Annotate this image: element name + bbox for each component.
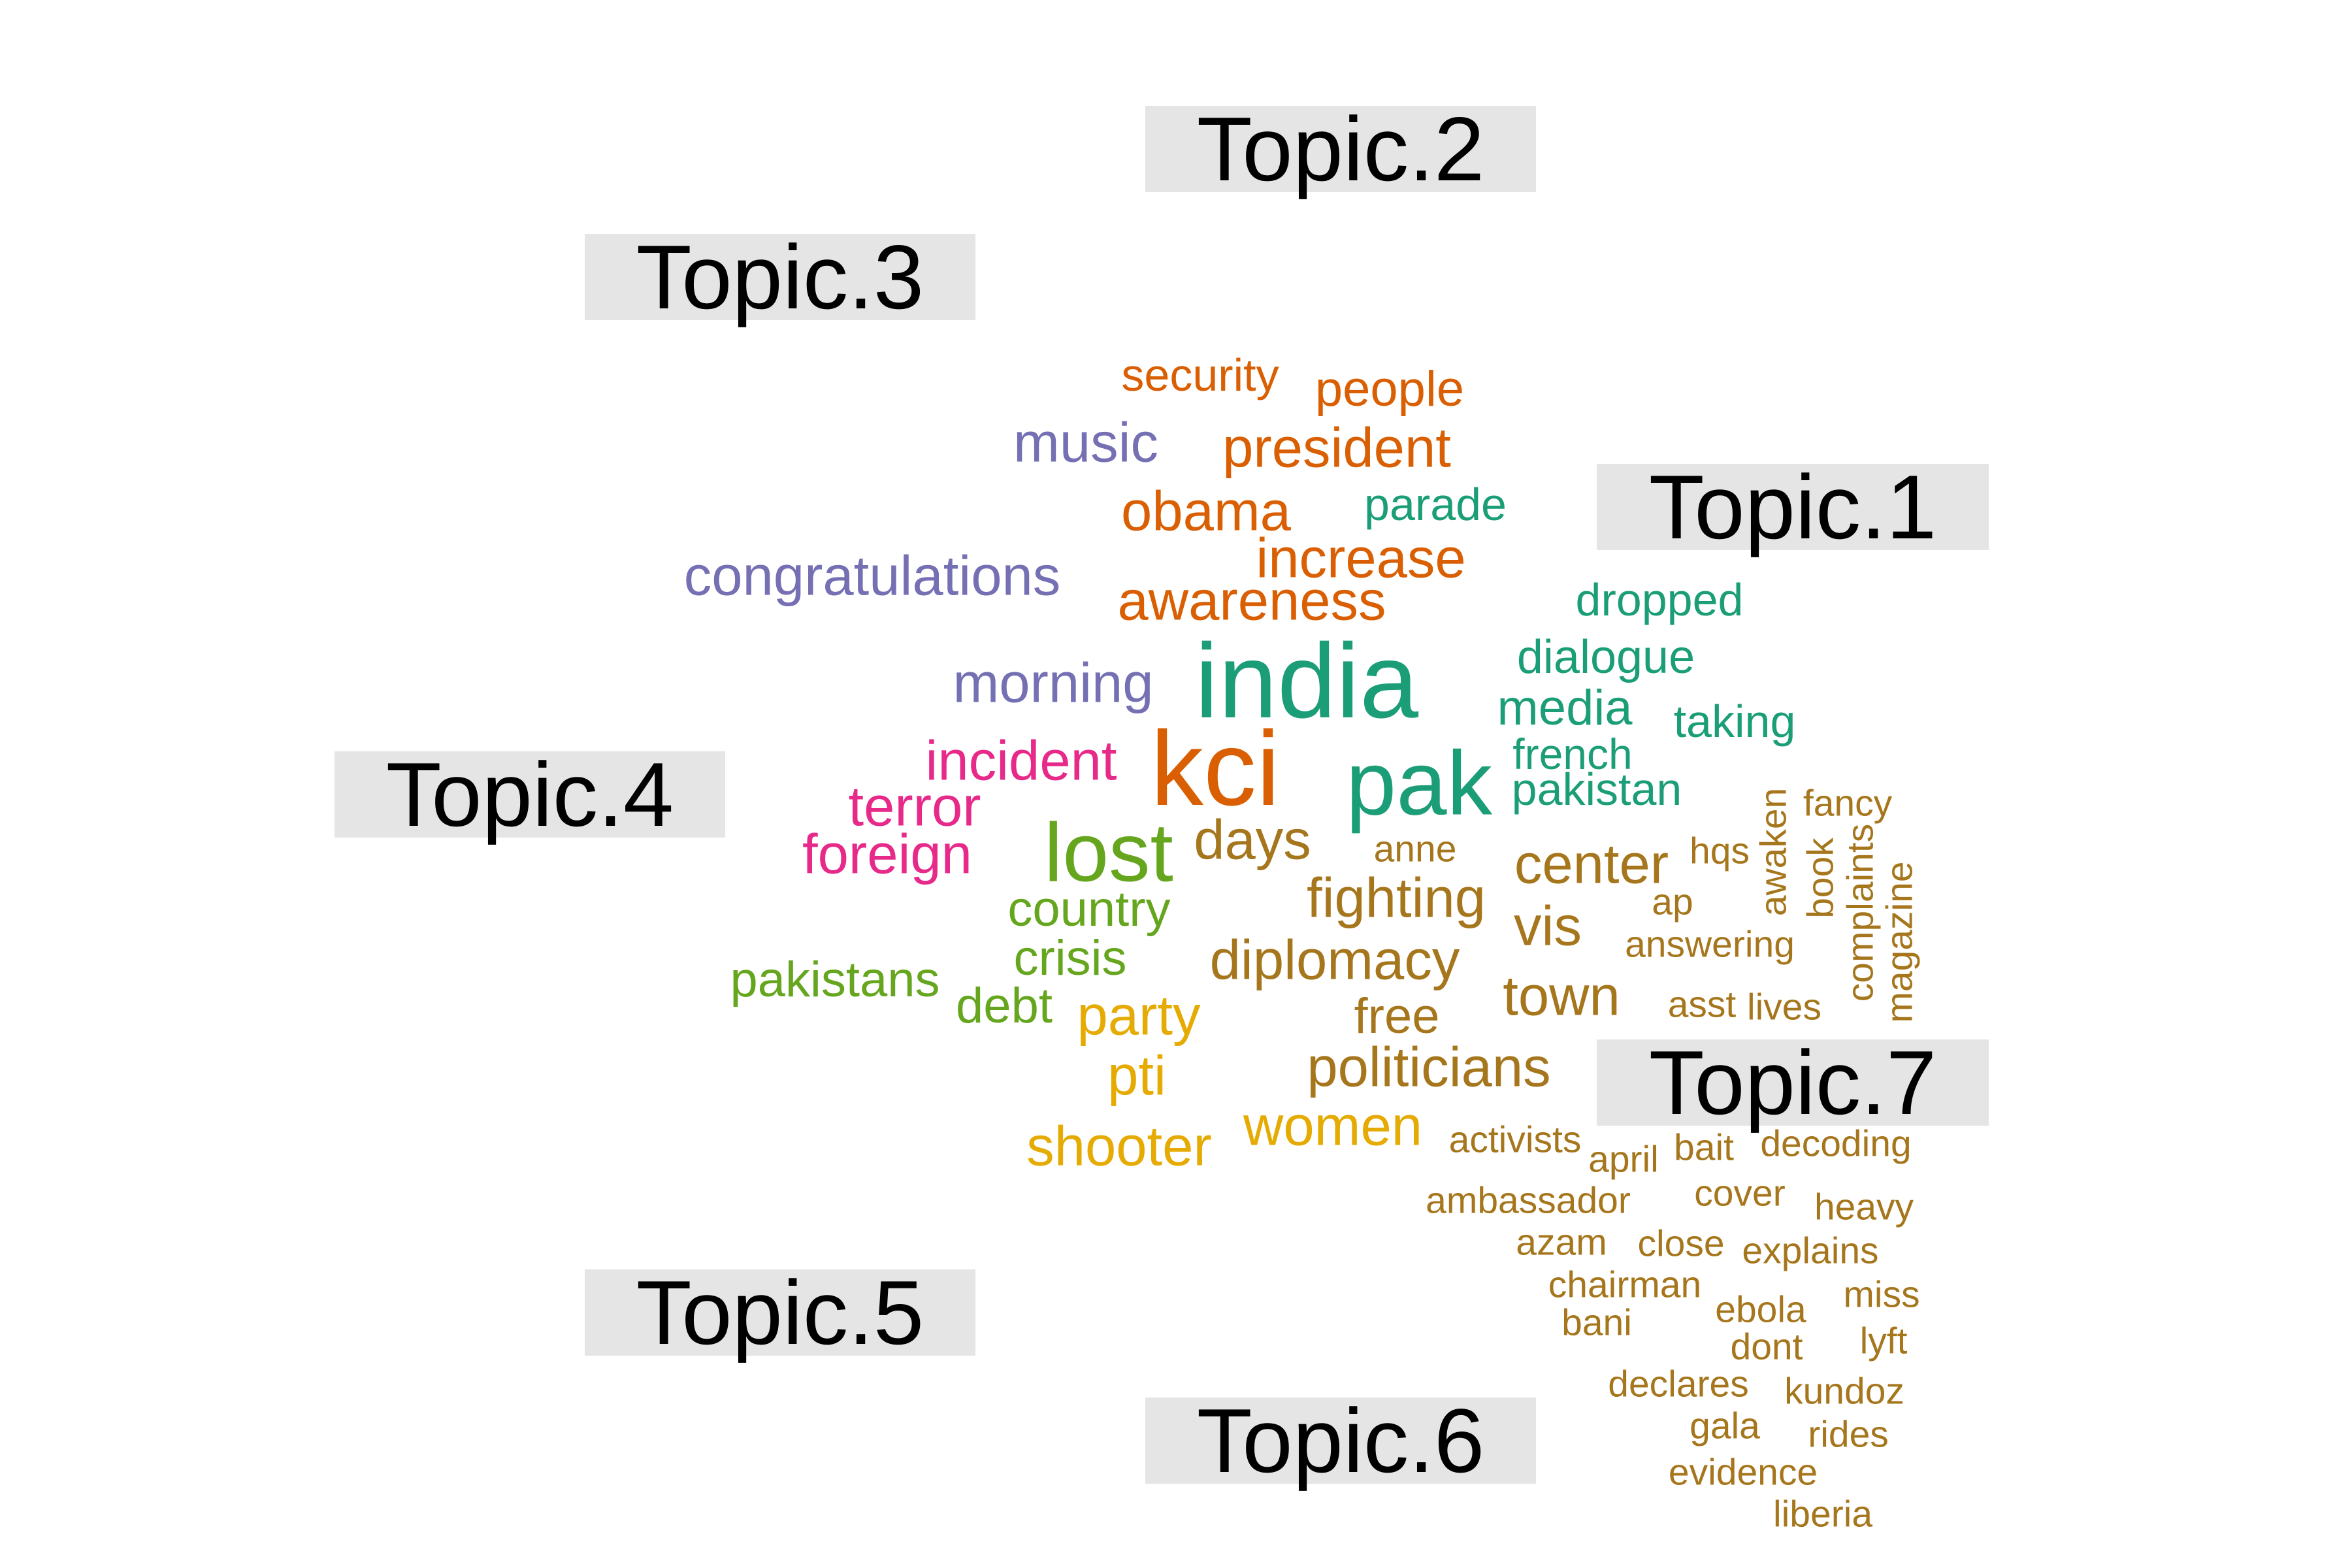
word-declares: declares [1608,1363,1749,1405]
word-lyft: lyft [1859,1320,1908,1362]
word-town: town [1503,965,1620,1028]
word-asst: asst [1667,983,1737,1026]
word-french: french [1512,730,1633,778]
word-chairman: chairman [1548,1264,1702,1306]
word-crisis: crisis [1013,930,1127,986]
word-dont: dont [1730,1326,1803,1368]
word-evidence: evidence [1668,1451,1818,1494]
word-activists: activists [1448,1119,1582,1161]
word-magazine: magazine [1878,861,1921,1023]
word-center: center [1514,833,1669,896]
word-liberia: liberia [1772,1493,1873,1535]
word-awareness: awareness [1117,570,1386,632]
word-people: people [1315,361,1465,417]
word-bani: bani [1561,1301,1632,1344]
word-dropped: dropped [1575,574,1744,625]
word-congratulations: congratulations [683,545,1061,608]
topic-label-1: Topic.1 [1597,462,1989,553]
word-foreign: foreign [802,823,972,886]
word-party: party [1077,985,1201,1047]
word-complaints: complaints [1839,823,1882,1002]
word-music: music [1013,412,1158,474]
word-women: women [1243,1095,1423,1158]
word-debt: debt [956,978,1053,1034]
topic-label-5: Topic.5 [585,1267,975,1358]
word-incident: incident [925,730,1117,792]
topic-label-7: Topic.7 [1597,1037,1989,1128]
word-ebola: ebola [1715,1288,1806,1331]
word-anne: anne [1373,828,1457,870]
word-dialogue: dialogue [1516,631,1695,683]
word-fancy: fancy [1803,782,1893,825]
word-awaken: awaken [1752,787,1795,917]
topic-label-2: Topic.2 [1145,104,1536,195]
word-decoding: decoding [1760,1122,1912,1165]
word-ambassador: ambassador [1426,1179,1631,1222]
word-cover: cover [1694,1172,1786,1215]
word-vis: vis [1514,895,1582,958]
word-increase: increase [1256,527,1466,590]
word-obama: obama [1121,480,1291,543]
word-country: country [1007,881,1171,937]
word-president: president [1222,417,1451,480]
word-close: close [1637,1222,1725,1265]
word-lives: lives [1746,986,1822,1028]
word-azam: azam [1516,1221,1607,1264]
word-ap: ap [1652,881,1693,923]
word-india: india [1194,622,1419,740]
word-pakistans: pakistans [730,952,940,1007]
word-kundoz: kundoz [1784,1370,1904,1413]
topic-label-3: Topic.3 [585,232,975,323]
word-kci: kci [1151,710,1280,828]
word-terror: terror [848,776,981,838]
word-fighting: fighting [1306,867,1486,930]
word-pti: pti [1107,1045,1166,1107]
word-hqs: hqs [1690,830,1750,872]
word-free: free [1354,988,1440,1044]
word-lost: lost [1044,806,1173,899]
word-answering: answering [1625,923,1795,966]
word-explains: explains [1742,1230,1879,1272]
word-politicians: politicians [1307,1036,1551,1099]
word-pakistan: pakistan [1511,764,1682,815]
word-bait: bait [1674,1126,1734,1169]
word-days: days [1194,809,1311,872]
word-shooter: shooter [1026,1115,1212,1178]
word-morning: morning [953,652,1154,715]
word-heavy: heavy [1814,1186,1914,1228]
word-gala: gala [1690,1405,1760,1447]
topic-label-6: Topic.6 [1145,1396,1536,1486]
word-media: media [1497,680,1633,736]
word-miss: miss [1843,1273,1920,1316]
topic-label-4: Topic.4 [335,749,725,840]
word-rides: rides [1808,1413,1889,1456]
word-diplomacy: diplomacy [1209,929,1460,992]
word-pak: pak [1345,732,1493,834]
word-parade: parade [1364,479,1507,530]
word-security: security [1121,350,1279,400]
word-taking: taking [1673,696,1796,747]
word-april: april [1588,1138,1659,1181]
word-book: book [1799,838,1842,919]
